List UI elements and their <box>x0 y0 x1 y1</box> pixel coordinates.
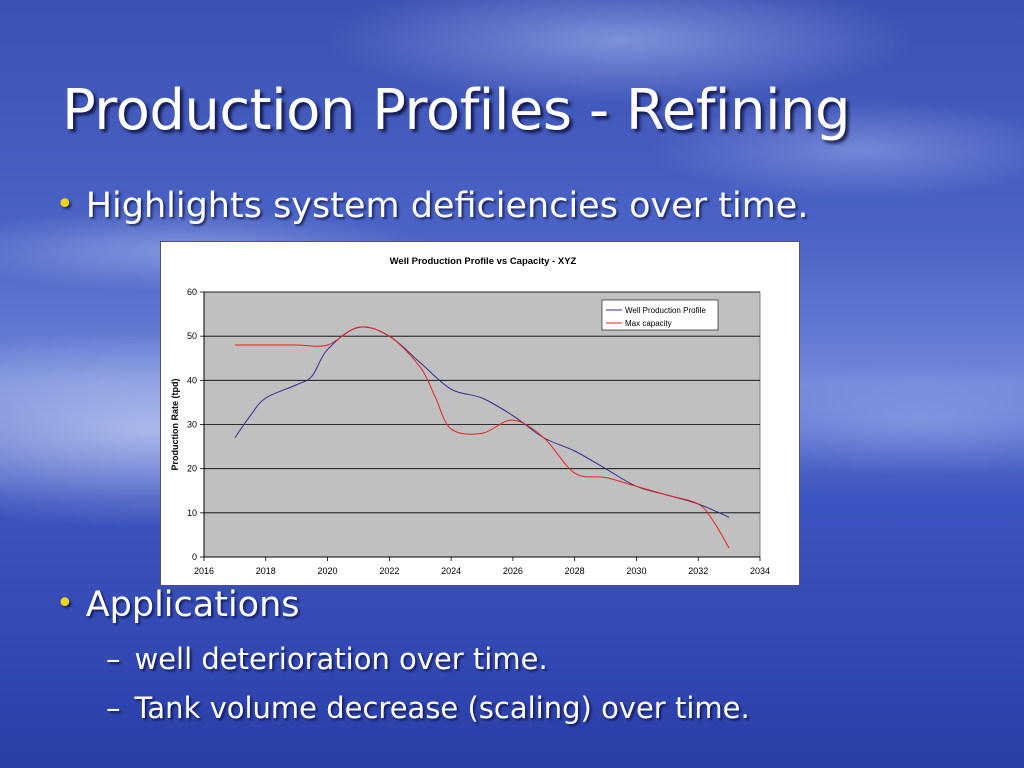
bullet-highlights: • Highlights system deficiencies over tim… <box>56 186 808 226</box>
legend-box <box>601 299 719 331</box>
series-line-capacity <box>234 326 730 549</box>
y-tick-label: 10 <box>187 508 197 518</box>
bullet-dot: • <box>56 187 74 222</box>
y-tick-label: 60 <box>187 287 197 297</box>
legend-label: Well Production Profile <box>625 306 706 315</box>
x-tick-label: 2028 <box>565 566 585 576</box>
x-tick-label: 2034 <box>750 566 770 576</box>
y-tick-label: 50 <box>187 331 197 341</box>
bullet-text: Highlights system deficiencies over time… <box>85 186 809 226</box>
sub-item-well-deterioration: – well deterioration over time. <box>106 642 548 676</box>
sub-dash: – <box>106 642 121 676</box>
x-tick-label: 2016 <box>194 566 214 576</box>
line-chart: Well Production Profile vs Capacity - XY… <box>170 256 770 576</box>
sub-item-text: Tank volume decrease (scaling) over time… <box>134 691 750 725</box>
x-tick-label: 2030 <box>626 566 646 576</box>
y-axis-label: Production Rate (tpd) <box>170 379 180 471</box>
slide-title: Production Profiles - Refining <box>62 78 851 143</box>
x-tick-label: 2032 <box>688 566 708 576</box>
legend-label: Max capacity <box>625 319 672 328</box>
y-tick-label: 20 <box>187 464 197 474</box>
chart-frame: Well Production Profile vs Capacity - XY… <box>160 241 800 586</box>
bullet-dot: • <box>56 586 74 621</box>
sub-item-text: well deterioration over time. <box>134 642 548 676</box>
bullet-text: Applications <box>85 585 300 625</box>
x-tick-label: 2024 <box>441 566 461 576</box>
chart-title: Well Production Profile vs Capacity - XY… <box>390 256 577 267</box>
sub-dash: – <box>106 691 121 725</box>
x-tick-label: 2020 <box>318 566 338 576</box>
y-tick-label: 0 <box>192 552 197 562</box>
y-tick-label: 40 <box>187 375 197 385</box>
bullet-applications: • Applications <box>56 585 300 625</box>
x-tick-label: 2026 <box>503 566 523 576</box>
sub-item-tank-volume: – Tank volume decrease (scaling) over tim… <box>106 691 750 725</box>
x-tick-label: 2022 <box>379 566 399 576</box>
y-tick-label: 30 <box>187 420 197 430</box>
x-tick-label: 2018 <box>256 566 276 576</box>
